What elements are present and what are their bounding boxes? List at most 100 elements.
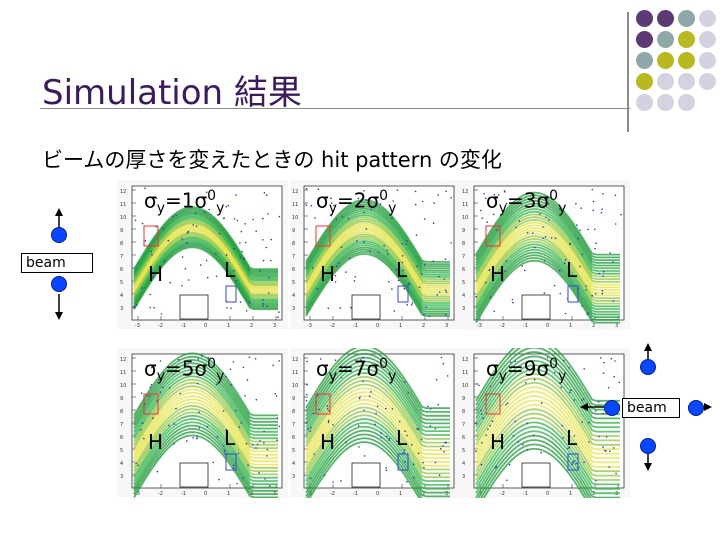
sigma-sub: y [156, 368, 165, 385]
svg-text:11: 11 [120, 202, 126, 208]
svg-text:3: 3 [292, 306, 295, 312]
decorative-dot [657, 52, 674, 69]
svg-text:-2: -2 [500, 323, 505, 329]
beam-ball-bottom-right [640, 438, 656, 454]
sigma-sup: 0 [207, 356, 217, 372]
svg-text:3: 3 [120, 306, 123, 312]
l-label: L [224, 258, 236, 282]
sigma-sup: 0 [549, 356, 559, 372]
svg-text:3: 3 [462, 306, 465, 312]
svg-text:-2: -2 [158, 323, 163, 329]
sigma-label: σy=2σ0y [316, 188, 396, 217]
h-label: H [148, 430, 164, 454]
sigma-label: σy=7σ0y [316, 356, 396, 385]
l-label: L [566, 426, 578, 450]
sigma-mult: =3σ [506, 188, 550, 213]
svg-text:2: 2 [422, 491, 425, 497]
hit-pattern-panel: 12 11 10 9 8 7 6 5 4 3 -3 -2 -1 0 1 2 3 σy=1σ0y H L [118, 180, 288, 340]
svg-text:4: 4 [120, 461, 123, 467]
decorative-dot [657, 10, 674, 27]
svg-text:5: 5 [120, 448, 123, 454]
svg-text:9: 9 [292, 228, 295, 234]
svg-text:11: 11 [462, 370, 468, 376]
svg-text:12: 12 [292, 189, 298, 195]
sigma-sub: y [328, 368, 337, 385]
sigma-sub2: y [558, 200, 567, 217]
decorative-dot [636, 31, 653, 48]
decorative-dot [678, 31, 695, 48]
h-label: H [320, 262, 336, 286]
sigma-sub2: y [388, 368, 397, 385]
svg-text:4: 4 [120, 293, 123, 299]
decorative-dot [678, 52, 695, 69]
svg-text:-2: -2 [158, 491, 163, 497]
svg-text:5: 5 [462, 448, 465, 454]
svg-text:8: 8 [120, 241, 123, 247]
svg-text:3: 3 [615, 323, 618, 329]
beam-arrows-left [55, 208, 63, 320]
svg-text:-2: -2 [500, 491, 505, 497]
decorative-dot [657, 73, 674, 90]
svg-text:1: 1 [399, 323, 402, 329]
hit-pattern-panel: 12 11 10 9 8 7 6 5 4 3 -3 -2 -1 0 1 2 3 σy=3σ0y H L [460, 180, 630, 340]
svg-text:7: 7 [292, 422, 295, 428]
svg-text:-3: -3 [135, 323, 140, 329]
sigma-label: σy=5σ0y [144, 356, 224, 385]
decorative-dot [636, 10, 653, 27]
svg-text:1: 1 [399, 491, 402, 497]
decorative-dot [636, 73, 653, 90]
svg-text:7: 7 [120, 254, 123, 260]
decorative-dot [636, 52, 653, 69]
svg-text:8: 8 [120, 409, 123, 415]
svg-text:6: 6 [292, 435, 295, 441]
sigma-sub2: y [216, 368, 225, 385]
svg-text:2: 2 [250, 323, 253, 329]
sigma-prefix: σ [486, 356, 499, 381]
svg-text:7: 7 [462, 254, 465, 260]
svg-text:12: 12 [462, 189, 468, 195]
l-label: L [224, 426, 236, 450]
svg-text:11: 11 [292, 370, 298, 376]
svg-text:12: 12 [120, 357, 126, 363]
decorative-dot [699, 52, 716, 69]
svg-text:-1: -1 [523, 491, 528, 497]
hit-pattern-panel: 12 11 10 9 8 7 6 5 4 3 -3 -2 -1 0 1 2 3 σy=2σ0y H L [290, 180, 460, 340]
svg-text:3: 3 [462, 474, 465, 480]
svg-text:10: 10 [120, 383, 126, 389]
sigma-mult: =1σ [164, 188, 208, 213]
svg-text:11: 11 [120, 370, 126, 376]
svg-text:0: 0 [376, 491, 379, 497]
decorative-dot [678, 73, 695, 90]
svg-text:2: 2 [592, 491, 595, 497]
decorative-dot [636, 94, 653, 111]
title-underline [40, 108, 630, 109]
svg-text:6: 6 [462, 267, 465, 273]
svg-text:-3: -3 [135, 491, 140, 497]
decorative-dot [699, 10, 716, 27]
svg-text:10: 10 [120, 215, 126, 221]
beam-ball-bottom-left [51, 276, 67, 292]
svg-text:5: 5 [462, 280, 465, 286]
sigma-sup: 0 [207, 188, 217, 204]
sigma-mult: =9σ [506, 356, 550, 381]
svg-text:3: 3 [273, 323, 276, 329]
svg-text:6: 6 [120, 267, 123, 273]
h-label: H [490, 430, 506, 454]
sigma-sub: y [498, 368, 507, 385]
svg-text:1: 1 [227, 491, 230, 497]
svg-text:4: 4 [292, 293, 295, 299]
beam-label-right: beam [622, 398, 680, 418]
svg-text:6: 6 [292, 267, 295, 273]
svg-text:7: 7 [292, 254, 295, 260]
sigma-sub: y [498, 200, 507, 217]
svg-text:0: 0 [204, 491, 207, 497]
sigma-sup: 0 [549, 188, 559, 204]
svg-text:11: 11 [292, 202, 298, 208]
svg-text:1: 1 [569, 323, 572, 329]
decorative-dot [699, 73, 716, 90]
sigma-label: σy=3σ0y [486, 188, 566, 217]
svg-text:10: 10 [462, 383, 468, 389]
svg-text:5: 5 [292, 280, 295, 286]
svg-text:3: 3 [120, 474, 123, 480]
svg-text:10: 10 [292, 215, 298, 221]
